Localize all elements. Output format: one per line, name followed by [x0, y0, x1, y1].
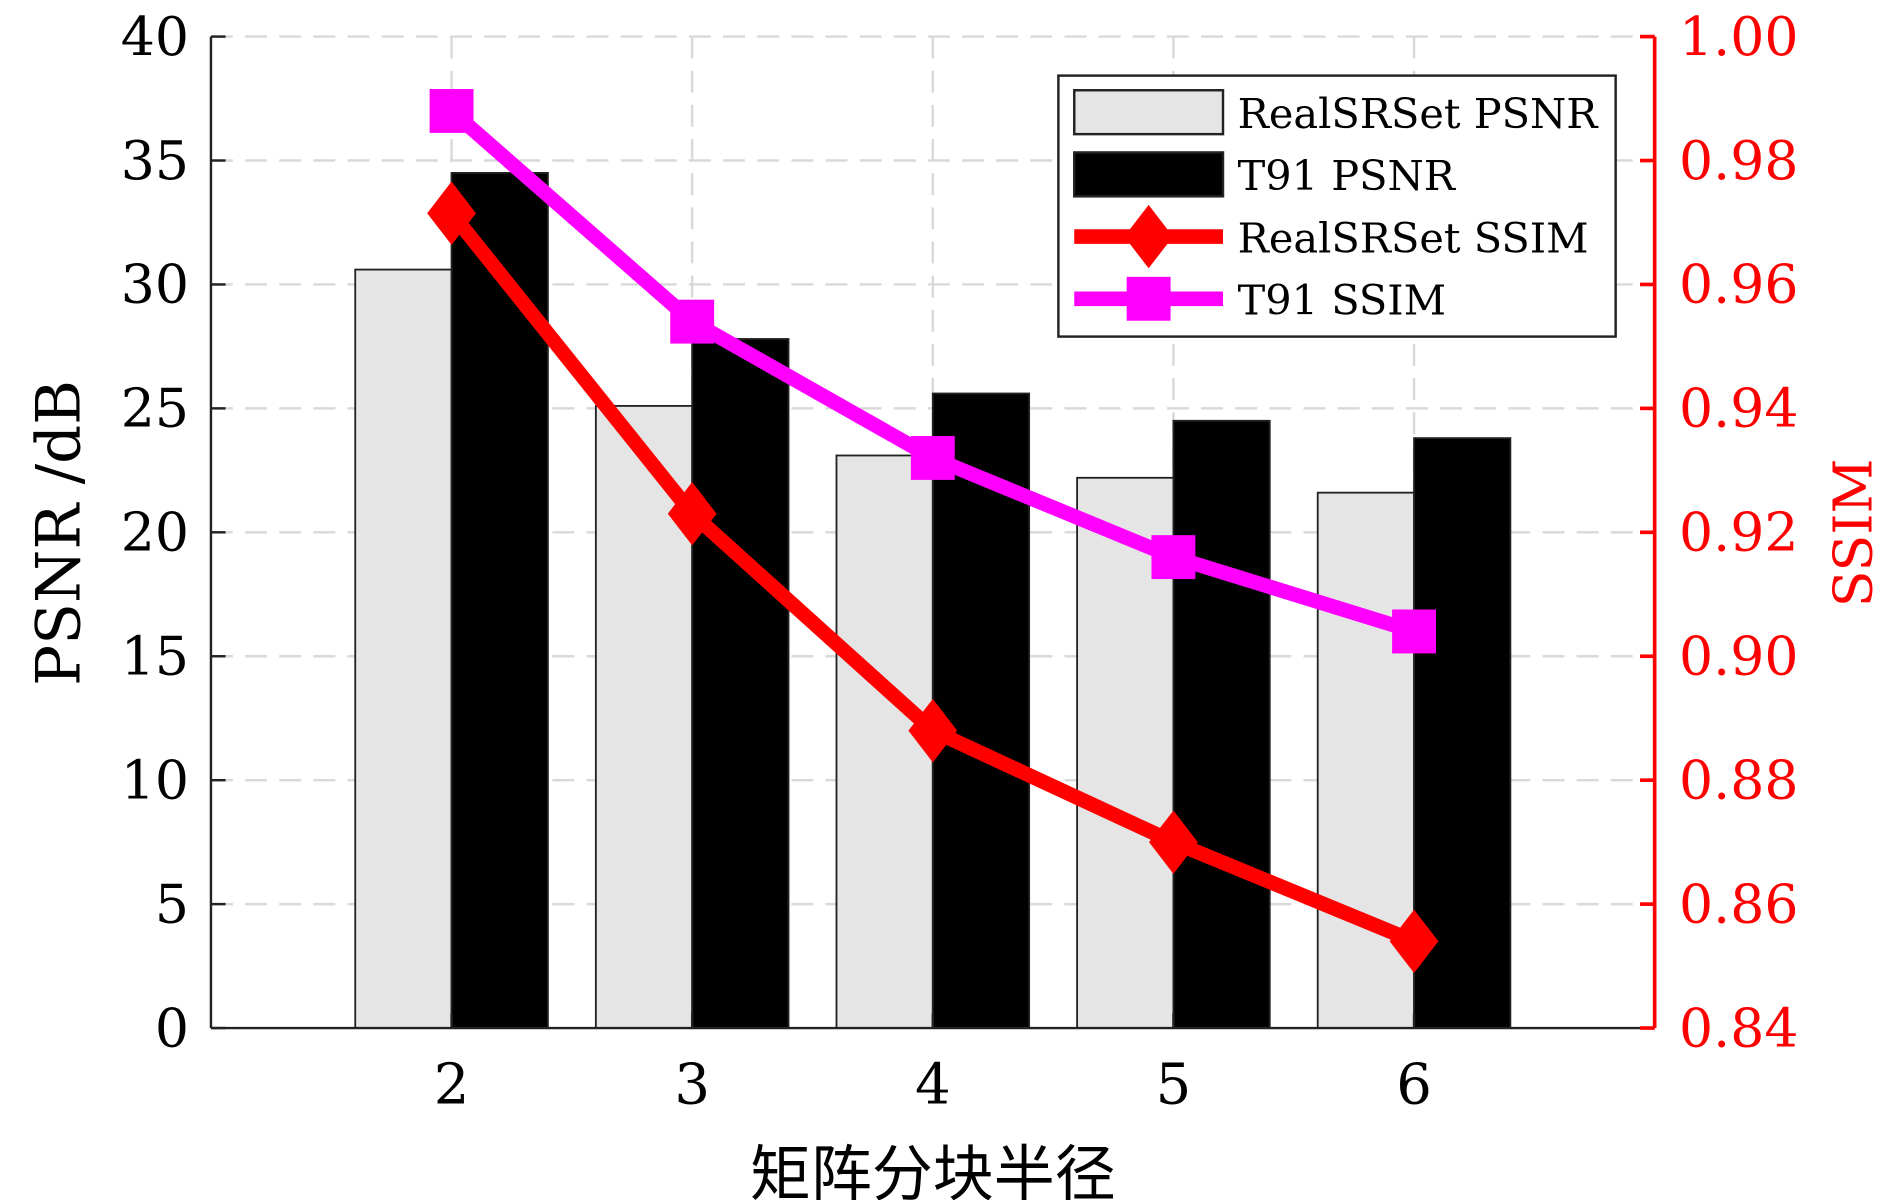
x-tick-label: 4 — [915, 1053, 951, 1118]
y-tick-label: 25 — [121, 377, 189, 440]
y-right-tick-label: 1.00 — [1679, 5, 1798, 68]
axes: 05101520253035400.840.860.880.900.920.94… — [121, 5, 1799, 1118]
y-right-tick-label: 0.84 — [1679, 996, 1798, 1059]
point-t91-ssim — [670, 299, 715, 344]
point-t91-ssim — [429, 88, 474, 133]
y-right-tick-label: 0.98 — [1679, 129, 1798, 192]
y-tick-label: 20 — [121, 501, 189, 564]
legend-label: RealSRSet PSNR — [1238, 90, 1600, 138]
x-tick-label: 5 — [1156, 1053, 1192, 1118]
y-axis-right-label: SSIM — [1822, 459, 1885, 608]
point-t91-ssim — [910, 436, 955, 480]
legend-marker-realsrset-ssim — [1124, 204, 1174, 269]
y-right-tick-label: 0.94 — [1679, 377, 1798, 440]
x-axis-label: 矩阵分块半径 — [750, 1139, 1116, 1200]
bar-t91-psnr — [1172, 419, 1271, 1029]
bar-t91-psnr — [450, 171, 549, 1029]
y-tick-label: 5 — [155, 872, 189, 935]
point-realsrset-ssim — [908, 698, 958, 763]
point-t91-ssim — [1392, 609, 1436, 654]
y-tick-label: 10 — [121, 748, 189, 811]
y-right-tick-label: 0.96 — [1679, 253, 1798, 316]
legend-swatch-realsrset-psnr — [1073, 89, 1225, 136]
legend-marker-t91-ssim — [1126, 276, 1171, 321]
x-tick-label: 6 — [1396, 1053, 1432, 1118]
point-realsrset-ssim — [667, 482, 717, 546]
bar-t91-psnr — [1413, 437, 1512, 1029]
point-t91-ssim — [1151, 535, 1196, 580]
y-tick-label: 15 — [121, 625, 189, 688]
y-axis-label: PSNR /dB — [23, 380, 94, 686]
legend-label: T91 PSNR — [1238, 152, 1457, 200]
y-right-tick-label: 0.86 — [1679, 872, 1798, 935]
y-tick-label: 30 — [121, 253, 189, 316]
bars — [354, 171, 1512, 1029]
bar-realsrset-psnr — [354, 268, 453, 1029]
y-tick-label: 35 — [121, 129, 189, 192]
legend-swatch-t91-psnr — [1073, 151, 1225, 198]
x-tick-label: 2 — [434, 1053, 470, 1118]
y-right-tick-label: 0.92 — [1679, 501, 1798, 564]
legend-label: T91 SSIM — [1238, 277, 1446, 325]
legend: RealSRSet PSNR T91 PSNR RealSRSet SSIM T91 … — [1057, 74, 1617, 338]
y-right-tick-label: 0.90 — [1679, 625, 1798, 688]
y-tick-label: 40 — [121, 5, 189, 68]
bar-realsrset-psnr — [835, 454, 934, 1029]
bar-t91-psnr — [691, 338, 790, 1029]
y-right-tick-label: 0.88 — [1679, 748, 1798, 811]
legend-label: RealSRSet SSIM — [1238, 214, 1589, 262]
y-tick-label: 0 — [155, 996, 189, 1059]
x-tick-label: 3 — [674, 1053, 710, 1118]
